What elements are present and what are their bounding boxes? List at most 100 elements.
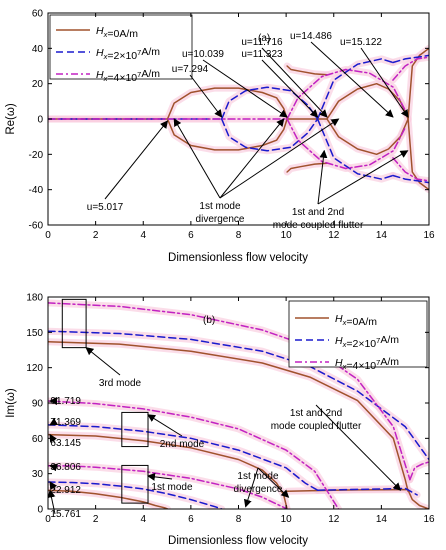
legend-label: Hx=2×107A/m — [335, 334, 399, 350]
annotation-arrow — [219, 118, 340, 199]
value-label: u=10.039 — [182, 49, 224, 60]
legend-label: Hx=4×107A/m — [335, 356, 399, 372]
panel-a: (a) Dimensionless flow velocity Re(ω) Hx… — [5, 9, 435, 265]
panel-a-label: (a) — [258, 33, 270, 44]
y-tick-label: 20 — [32, 79, 44, 90]
x-tick-label: 8 — [236, 514, 242, 525]
value-label-arrow — [310, 41, 394, 118]
series-0-line — [48, 489, 169, 509]
annotation-text: 2nd mode — [160, 439, 205, 450]
panel-b-xlabel: Dimensionless flow velocity — [168, 535, 308, 547]
y-tick-label: -20 — [29, 150, 44, 161]
legend-label: Hx=0A/m — [335, 313, 377, 328]
x-tick-label: 14 — [376, 230, 388, 241]
series-2-line — [409, 461, 429, 481]
y-tick-label: -60 — [29, 221, 44, 232]
series-0-line — [407, 118, 429, 191]
value-label: 63.145 — [50, 438, 81, 449]
x-tick-label: 6 — [188, 230, 194, 241]
panel-a-legend-box — [49, 14, 193, 80]
annotation-text: 1st mode — [199, 201, 241, 212]
x-tick-label: 14 — [376, 514, 388, 525]
annotation-text: 1st mode — [237, 471, 279, 482]
annotation-arrow — [147, 414, 183, 437]
series-2-line — [392, 157, 429, 182]
series-1-line — [48, 481, 223, 509]
panel-a-ylabel: Re(ω) — [5, 103, 17, 135]
legend-label: Hx=4×107A/m — [96, 68, 160, 84]
value-label: u=11.323 — [241, 49, 283, 60]
annotation-arrow — [173, 118, 221, 199]
annotation-text: divergence — [196, 214, 245, 225]
value-label: 22.912 — [50, 485, 81, 496]
panel-b-ylabel: Im(ω) — [5, 388, 17, 418]
annotation-arrow — [317, 150, 409, 205]
annotation-text: 1st and 2nd — [290, 408, 342, 419]
x-tick-label: 12 — [328, 230, 340, 241]
value-label: u=11.716 — [241, 37, 283, 48]
x-tick-label: 4 — [140, 514, 146, 525]
value-label-arrow — [261, 47, 328, 118]
x-tick-label: 6 — [188, 514, 194, 525]
value-label: 91.719 — [50, 396, 81, 407]
value-label: u=15.122 — [340, 37, 382, 48]
annotation-arrow — [317, 149, 328, 205]
series-1-line — [220, 86, 319, 120]
panel-b-label: (b) — [203, 315, 215, 326]
annotation-text: 1st and 2nd — [292, 207, 344, 218]
series-2-line — [48, 302, 411, 481]
highlight-box — [61, 298, 87, 349]
series-2-line — [286, 68, 406, 120]
panel-a-plot-area — [48, 44, 429, 194]
value-label-arrow — [49, 433, 58, 444]
panel-a-legend: Hx=0A/m Hx=2×107A/m Hx=4×107A/m — [49, 14, 193, 84]
value-label-arrow — [104, 120, 169, 200]
series-1-line — [316, 58, 394, 120]
x-tick-label: 16 — [423, 230, 435, 241]
y-tick-label: -40 — [29, 185, 44, 196]
y-tick-label: 30 — [32, 469, 44, 480]
x-tick-label: 0 — [45, 514, 51, 525]
series-0-line — [166, 87, 288, 120]
series-0-line — [286, 65, 328, 76]
panel-b-plot-area — [48, 299, 429, 509]
series-0-line — [407, 47, 429, 120]
x-tick-label: 0 — [45, 230, 51, 241]
x-tick-label: 12 — [328, 514, 340, 525]
series-2-line — [392, 56, 429, 81]
x-tick-label: 2 — [93, 514, 99, 525]
series-1-line — [220, 118, 319, 152]
y-tick-label: 90 — [32, 399, 44, 410]
value-label: u=5.017 — [87, 202, 124, 213]
series-0-line — [326, 118, 409, 156]
value-label-arrow — [360, 47, 409, 118]
series-1-line — [392, 54, 429, 64]
y-tick-label: 180 — [26, 293, 43, 304]
annotation-arrow — [85, 347, 121, 376]
series-1-line — [316, 118, 394, 180]
x-tick-label: 16 — [423, 514, 435, 525]
value-label: 36.806 — [50, 462, 81, 473]
annotation-arrow — [219, 118, 285, 199]
y-tick-label: 60 — [32, 9, 44, 20]
series-1-line — [48, 424, 319, 491]
value-label-arrow — [49, 417, 59, 426]
value-label-arrow — [49, 481, 58, 491]
value-label: 15.761 — [50, 509, 81, 520]
legend-label: Hx=2×107A/m — [96, 46, 160, 62]
annotation-text: mode coupled flutter — [273, 220, 364, 231]
y-tick-label: 120 — [26, 363, 43, 374]
series-0-line — [326, 82, 409, 120]
legend-label: Hx=0A/m — [96, 25, 138, 40]
series-0-line — [166, 118, 288, 151]
x-tick-label: 10 — [281, 230, 293, 241]
y-tick-label: 60 — [32, 434, 44, 445]
annotation-text: 1st mode — [151, 482, 193, 493]
x-tick-label: 10 — [281, 514, 293, 525]
value-label-arrow — [261, 59, 319, 118]
series-2-line — [48, 400, 340, 509]
series-2-line — [48, 464, 288, 509]
y-tick-label: 0 — [37, 115, 43, 126]
value-label-arrow — [202, 59, 288, 118]
